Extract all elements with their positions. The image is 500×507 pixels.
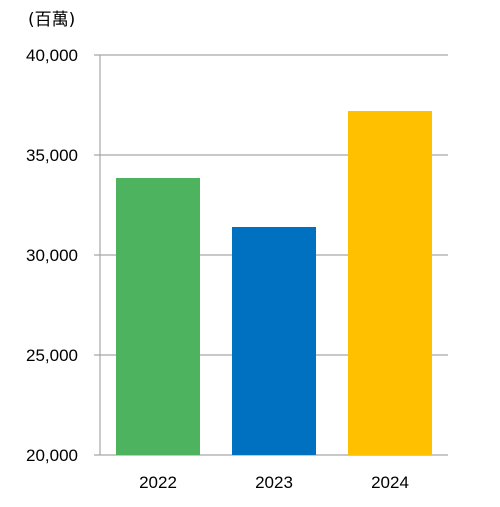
- x-axis-ticks: 2022 2023 2024: [139, 473, 409, 492]
- bar-2023: [232, 227, 316, 455]
- y-tick-label: 30,000: [26, 246, 78, 265]
- y-axis-ticks: 20,000 25,000 30,000 35,000 40,000: [26, 46, 78, 465]
- bars: [116, 111, 432, 455]
- unit-label: (百萬): [28, 10, 75, 30]
- y-tick-label: 20,000: [26, 446, 78, 465]
- x-tick-label: 2022: [139, 473, 177, 492]
- x-tick-label: 2023: [255, 473, 293, 492]
- bar-2022: [116, 178, 200, 455]
- y-tick-label: 35,000: [26, 146, 78, 165]
- x-tick-label: 2024: [371, 473, 409, 492]
- bar-2024: [348, 111, 432, 455]
- y-tick-label: 40,000: [26, 46, 78, 65]
- y-tick-label: 25,000: [26, 346, 78, 365]
